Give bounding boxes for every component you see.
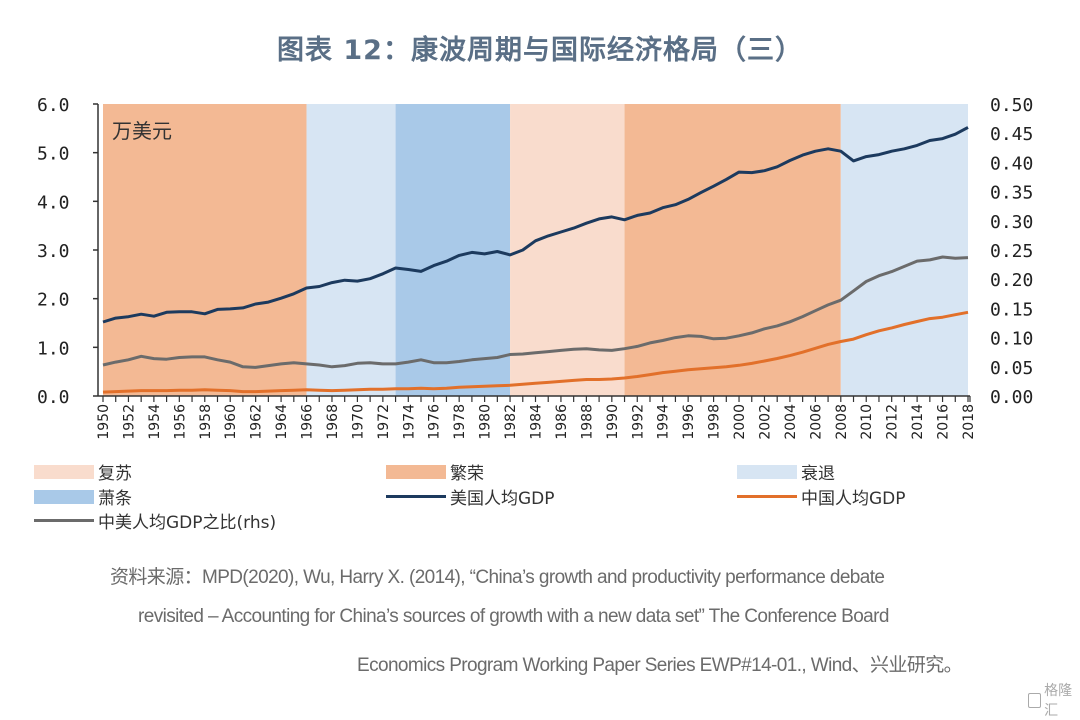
source-line-1: 资料来源：MPD(2020), Wu, Harry X. (2014), “Ch… (110, 567, 885, 588)
x-axis-tick-label: 2006 (808, 404, 824, 440)
left-axis-tick-label: 5.0 (37, 144, 70, 165)
x-axis-tick-label: 1972 (376, 404, 392, 440)
right-axis-tick-label: 0.15 (990, 299, 1033, 320)
x-axis-tick-label: 1970 (350, 404, 366, 440)
x-axis-tick-label: 1954 (147, 404, 163, 440)
x-axis-tick-label: 2018 (961, 404, 977, 440)
us-gdp-line (102, 126, 969, 324)
x-axis-tick-label: 1986 (554, 404, 570, 440)
x-axis-tick-label: 1974 (401, 404, 417, 440)
watermark-text: 格隆汇 (1044, 683, 1073, 719)
source-line-2: revisited – Accounting for China’s sourc… (138, 606, 889, 627)
x-axis-tick-label: 1982 (503, 404, 519, 440)
x-axis-tick-label: 1966 (300, 404, 316, 440)
x-axis-tick-label: 1992 (630, 404, 646, 440)
legend-item-recovery: 复苏 (34, 459, 132, 484)
legend-label: 衰退 (801, 464, 835, 484)
x-axis-tick-label: 2008 (834, 404, 850, 440)
x-axis-tick-label: 1952 (121, 404, 137, 440)
right-axis-tick-label: 0.25 (990, 241, 1033, 262)
phase-band (103, 104, 307, 396)
x-axis-tick-label: 1962 (249, 404, 265, 440)
x-axis-tick-label: 1976 (427, 404, 443, 440)
right-axis-tick-label: 0.10 (990, 329, 1033, 350)
phase-band (624, 104, 841, 396)
x-axis-tick-label: 2012 (885, 404, 901, 440)
right-axis-tick-label: 0.45 (990, 124, 1033, 145)
x-axis-tick-label: 1980 (478, 404, 494, 440)
legend-swatch-recession (737, 464, 797, 479)
x-axis-tick-label: 1950 (96, 404, 112, 440)
x-axis-tick-label: 1994 (656, 404, 672, 440)
left-axis-tick-label: 2.0 (37, 290, 70, 311)
watermark: 格隆汇 (1028, 680, 1080, 720)
x-axis-tick-label: 2002 (757, 404, 773, 440)
legend-label: 复苏 (98, 464, 132, 484)
legend-item-china-gdp: 中国人均GDP (737, 484, 906, 509)
source-line-3: Economics Program Working Paper Series E… (357, 655, 963, 676)
phase-band (306, 104, 396, 396)
x-axis-tick-label: 1958 (198, 404, 214, 440)
x-axis-tick-label: 1978 (452, 404, 468, 440)
x-axis-tick-label: 1988 (579, 404, 595, 440)
right-axis-tick-label: 0.35 (990, 183, 1033, 204)
x-axis-tick-label: 2010 (859, 404, 875, 440)
x-axis-tick-label: 1998 (707, 404, 723, 440)
legend-line-china-gdp (737, 495, 797, 498)
x-axis-tick-label: 1964 (274, 404, 290, 440)
legend-label: 美国人均GDP (450, 489, 555, 509)
legend-item-prosperity: 繁荣 (386, 459, 484, 484)
right-axis-tick-label: 0.00 (990, 387, 1033, 408)
legend-label: 萧条 (98, 489, 132, 509)
x-axis-tick-label: 1996 (681, 404, 697, 440)
phase-band (840, 104, 968, 396)
ratio-line (102, 255, 969, 369)
legend-item-ratio: 中美人均GDP之比(rhs) (34, 508, 276, 533)
legend-swatch-depression (34, 489, 94, 504)
legend-label: 中国人均GDP (801, 489, 906, 509)
legend-swatch-recovery (34, 464, 94, 479)
x-axis-tick-label: 1960 (223, 404, 239, 440)
legend-item-depression: 萧条 (34, 484, 132, 509)
legend-line-us-gdp (386, 495, 446, 498)
left-axis-tick-label: 1.0 (37, 338, 70, 359)
x-axis-tick-label: 2000 (732, 404, 748, 440)
legend-swatch-prosperity (386, 464, 446, 479)
legend-label: 繁荣 (450, 464, 484, 484)
left-axis-tick-label: 3.0 (37, 241, 70, 262)
x-axis-tick-label: 1984 (529, 404, 545, 440)
x-axis-tick-label: 1956 (172, 404, 188, 440)
right-axis-tick-label: 0.40 (990, 153, 1033, 174)
x-axis-tick-label: 2014 (910, 404, 926, 440)
chart: 0.0 1.0 2.0 3.0 4.0 5.0 6.0 0.00 0.05 0.10 0.15 0.2… (37, 95, 1033, 440)
right-axis-tick-label: 0.50 (990, 95, 1033, 116)
legend-line-ratio (34, 519, 94, 522)
phase-band (395, 104, 511, 396)
right-axis-tick-label: 0.20 (990, 270, 1033, 291)
x-axis-tick-label: 1990 (605, 404, 621, 440)
right-axis-tick-label: 0.05 (990, 358, 1033, 379)
left-axis-tick-label: 6.0 (37, 95, 70, 116)
watermark-logo-icon (1028, 692, 1042, 708)
left-axis-unit-label: 万美元 (112, 119, 172, 143)
left-axis-tick-label: 4.0 (37, 192, 70, 213)
x-axis-tick-label: 1968 (325, 404, 341, 440)
legend-item-us-gdp: 美国人均GDP (386, 484, 555, 509)
china-gdp-line (102, 310, 969, 394)
left-axis-tick-label: 0.0 (37, 387, 70, 408)
phase-band (510, 104, 625, 396)
right-axis-tick-label: 0.30 (990, 212, 1033, 233)
chart-title: 图表 12：康波周期与国际经济格局（三） (277, 35, 803, 66)
legend-label: 中美人均GDP之比(rhs) (98, 513, 277, 533)
x-axis-tick-label: 2004 (783, 404, 799, 440)
legend-item-recession: 衰退 (737, 459, 835, 484)
x-axis-tick-label: 2016 (936, 404, 952, 440)
